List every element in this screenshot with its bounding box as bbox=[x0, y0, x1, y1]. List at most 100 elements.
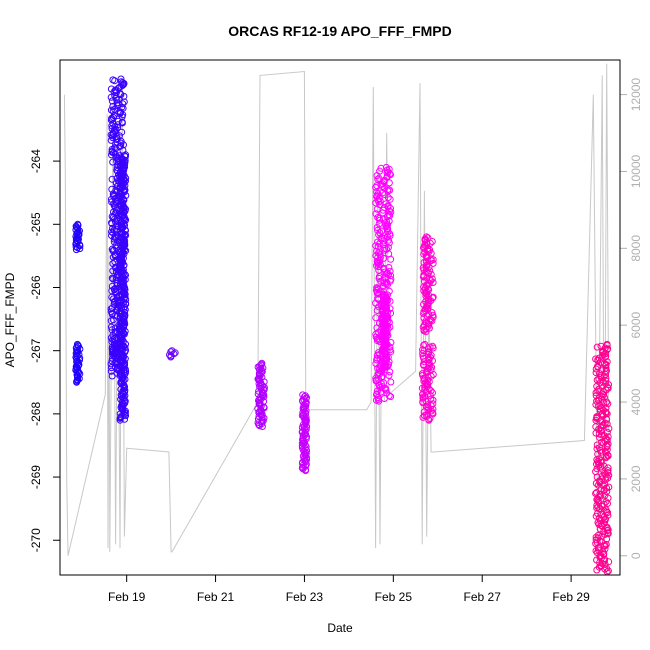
data-point bbox=[117, 197, 125, 205]
data-point bbox=[255, 387, 263, 395]
data-point bbox=[376, 229, 384, 237]
data-point bbox=[72, 246, 80, 254]
data-point bbox=[385, 179, 393, 187]
series-rf19 bbox=[592, 340, 613, 576]
data-point bbox=[380, 364, 388, 372]
y-tick-label: -266 bbox=[29, 275, 43, 299]
y2-tick-label: 0 bbox=[629, 552, 643, 559]
y-tick-label: -270 bbox=[29, 528, 43, 552]
data-point bbox=[108, 372, 116, 380]
data-point bbox=[597, 448, 605, 456]
data-point bbox=[373, 224, 381, 231]
data-point bbox=[593, 343, 601, 351]
data-point bbox=[116, 416, 124, 424]
x-tick-label: Feb 25 bbox=[375, 590, 413, 604]
data-point bbox=[601, 561, 609, 568]
data-point bbox=[429, 405, 437, 413]
data-point bbox=[384, 228, 392, 236]
data-point bbox=[120, 408, 128, 416]
data-point bbox=[113, 153, 121, 161]
data-point bbox=[420, 374, 428, 382]
data-point bbox=[110, 235, 118, 243]
x-tick-label: Feb 27 bbox=[464, 590, 502, 604]
data-point bbox=[258, 420, 266, 428]
data-point bbox=[303, 423, 311, 431]
series-rf18 bbox=[418, 233, 437, 424]
data-point bbox=[375, 397, 383, 405]
data-point bbox=[593, 566, 601, 574]
axes-layer: Feb 19 Feb 21 Feb 23 Feb 25 Feb 27 Feb 29 -264… bbox=[29, 78, 643, 604]
data-point bbox=[108, 175, 116, 183]
y-axis-label: APO_FFF_FMPD bbox=[3, 272, 17, 367]
data-point bbox=[375, 220, 383, 228]
data-point bbox=[376, 197, 384, 205]
data-point bbox=[372, 286, 380, 294]
data-point bbox=[385, 287, 393, 295]
data-point bbox=[386, 195, 394, 203]
data-point bbox=[381, 246, 389, 254]
data-point bbox=[108, 228, 115, 236]
data-point bbox=[376, 216, 384, 224]
y-tick-label: -264 bbox=[29, 149, 43, 173]
data-point bbox=[374, 295, 382, 303]
series-rf13b bbox=[116, 151, 130, 424]
data-point bbox=[604, 526, 612, 534]
data-point bbox=[602, 541, 610, 548]
data-point bbox=[258, 423, 266, 430]
data-point bbox=[592, 389, 600, 397]
data-point bbox=[120, 98, 128, 106]
data-point bbox=[600, 462, 608, 470]
data-point bbox=[108, 274, 116, 282]
data-point bbox=[372, 210, 380, 218]
data-point bbox=[592, 479, 600, 487]
data-point bbox=[372, 360, 380, 368]
y-tick-label: -269 bbox=[29, 465, 43, 489]
data-point bbox=[109, 267, 117, 275]
y2-tick-label: 8000 bbox=[629, 235, 643, 262]
data-point bbox=[424, 373, 432, 381]
data-point bbox=[372, 314, 380, 322]
altitude-line-layer bbox=[63, 63, 610, 556]
y2-tick-label: 10000 bbox=[629, 154, 643, 188]
data-point bbox=[603, 420, 611, 428]
y2-tick-label: 2000 bbox=[629, 465, 643, 492]
data-point bbox=[420, 243, 428, 251]
series-rf16 bbox=[298, 391, 311, 475]
data-point bbox=[603, 443, 611, 451]
data-point bbox=[604, 567, 612, 575]
data-point bbox=[118, 375, 126, 382]
data-point bbox=[385, 239, 393, 247]
x-tick-label: Feb 21 bbox=[197, 590, 235, 604]
data-point bbox=[387, 393, 395, 401]
data-point bbox=[256, 422, 263, 430]
data-point bbox=[603, 488, 611, 496]
data-point bbox=[429, 344, 437, 352]
data-point bbox=[121, 415, 129, 423]
data-point bbox=[73, 378, 81, 386]
data-point bbox=[302, 467, 310, 475]
data-point bbox=[604, 384, 612, 392]
data-point bbox=[384, 281, 391, 289]
data-point bbox=[122, 412, 130, 420]
data-point bbox=[110, 238, 118, 246]
data-point bbox=[592, 401, 600, 409]
data-point bbox=[384, 194, 392, 201]
data-point bbox=[424, 401, 432, 409]
data-point bbox=[107, 323, 115, 331]
data-point bbox=[121, 344, 129, 352]
data-point bbox=[387, 255, 395, 263]
data-point bbox=[373, 356, 381, 364]
data-point bbox=[385, 372, 393, 379]
data-point bbox=[372, 183, 380, 191]
data-point bbox=[76, 245, 84, 253]
data-points-layer bbox=[72, 75, 613, 576]
data-point bbox=[373, 324, 381, 332]
data-point bbox=[111, 77, 119, 85]
y-tick-label: -265 bbox=[29, 212, 43, 236]
data-point bbox=[387, 378, 395, 386]
data-point bbox=[422, 328, 430, 336]
data-point bbox=[597, 424, 605, 432]
data-point bbox=[373, 387, 381, 395]
data-point bbox=[372, 199, 380, 207]
